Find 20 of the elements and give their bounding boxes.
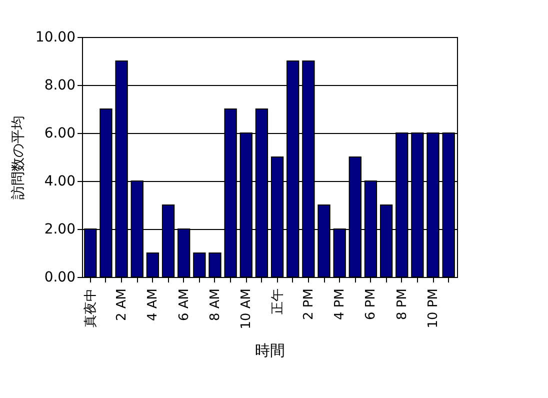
x-tick-label: 4 AM (146, 288, 161, 322)
y-tick-label: 0.00 (44, 270, 76, 286)
x-tick-label: 6 AM (176, 288, 192, 322)
x-tick-label: 2 AM (114, 288, 130, 322)
x-tick-label: 正午 (270, 288, 286, 314)
x-tick-label: 2 PM (301, 288, 316, 320)
y-tick-label: 10.00 (35, 30, 76, 46)
x-tick-label: 4 PM (332, 288, 348, 320)
x-tick-label: 10 AM (239, 288, 254, 330)
y-tick-label: 6.00 (44, 126, 76, 142)
x-tick-label: 8 PM (394, 288, 410, 320)
y-axis-title: 訪問数の平均 (10, 116, 26, 200)
x-tick-label: 6 PM (364, 288, 379, 320)
x-axis-title: 時間 (255, 341, 285, 360)
x-tick-label: 10 PM (426, 288, 442, 328)
x-tick-label: 真夜中 (82, 288, 98, 328)
x-tick-label: 8 AM (208, 288, 223, 322)
y-tick-label: 8.00 (44, 78, 76, 94)
y-tick-label: 2.00 (44, 222, 76, 238)
y-tick-label: 4.00 (44, 174, 76, 190)
